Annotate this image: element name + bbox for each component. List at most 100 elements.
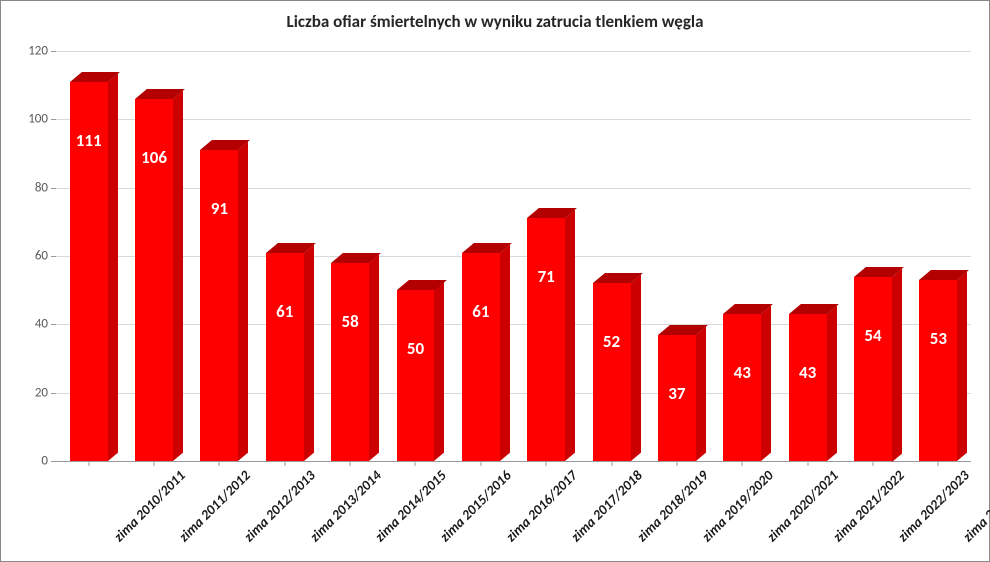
x-label-slot: zima 2023/2024 bbox=[906, 461, 971, 561]
x-label-slot: zima 2021/2022 bbox=[775, 461, 840, 561]
gridline bbox=[56, 51, 971, 52]
x-tick-mark bbox=[284, 461, 285, 466]
bar-value-label: 37 bbox=[658, 383, 696, 404]
bar: 52 bbox=[593, 283, 631, 461]
x-tick-mark bbox=[480, 461, 481, 466]
y-tick-mark bbox=[51, 324, 56, 325]
x-tick-mark bbox=[807, 461, 808, 466]
bar: 91 bbox=[200, 150, 238, 461]
bar: 106 bbox=[135, 99, 173, 461]
x-tick-mark bbox=[546, 461, 547, 466]
x-label-slot: zima 2019/2020 bbox=[644, 461, 709, 561]
bar-front-face bbox=[266, 253, 304, 461]
y-tick-label: 100 bbox=[8, 112, 48, 127]
bar-front-face bbox=[462, 253, 500, 461]
bar-side-face bbox=[238, 142, 248, 461]
bar-value-label: 91 bbox=[200, 198, 238, 219]
y-tick-mark bbox=[51, 188, 56, 189]
bar-value-label: 111 bbox=[70, 130, 108, 151]
x-label-slot: zima 2017/2018 bbox=[514, 461, 579, 561]
bar-side-face bbox=[173, 90, 183, 461]
bar: 37 bbox=[658, 335, 696, 461]
bar-front-face bbox=[331, 263, 369, 461]
x-label-slot: zima 2015/2016 bbox=[383, 461, 448, 561]
bar: 43 bbox=[723, 314, 761, 461]
bar-side-face bbox=[500, 244, 510, 461]
bar-front-face bbox=[723, 314, 761, 461]
bar-front-face bbox=[397, 290, 435, 461]
x-label-slot: zima 2010/2011 bbox=[56, 461, 121, 561]
x-label-slot: zima 2022/2023 bbox=[840, 461, 905, 561]
bar-side-face bbox=[892, 268, 902, 461]
bar-front-face bbox=[527, 218, 565, 461]
x-tick-mark bbox=[415, 461, 416, 466]
x-tick-mark bbox=[938, 461, 939, 466]
plot-area: 111106916158506171523743435453 020406080… bbox=[56, 51, 971, 462]
x-axis-labels: zima 2010/2011zima 2011/2012zima 2012/20… bbox=[56, 461, 971, 561]
x-label-slot: zima 2014/2015 bbox=[317, 461, 382, 561]
y-tick-mark bbox=[51, 256, 56, 257]
x-tick-mark bbox=[611, 461, 612, 466]
y-tick-label: 20 bbox=[8, 385, 48, 400]
bar-value-label: 53 bbox=[919, 328, 957, 349]
x-tick-mark bbox=[872, 461, 873, 466]
bar-front-face bbox=[789, 314, 827, 461]
y-tick-label: 120 bbox=[8, 44, 48, 59]
bar-value-label: 50 bbox=[397, 338, 435, 359]
x-label-slot: zima 2011/2012 bbox=[121, 461, 186, 561]
x-tick-mark bbox=[219, 461, 220, 466]
bar-side-face bbox=[108, 73, 118, 461]
x-tick-mark bbox=[88, 461, 89, 466]
bar: 58 bbox=[331, 263, 369, 461]
bar-value-label: 43 bbox=[723, 362, 761, 383]
x-label-slot: zima 2020/2021 bbox=[710, 461, 775, 561]
x-label-slot: zima 2012/2013 bbox=[187, 461, 252, 561]
bar-side-face bbox=[696, 326, 706, 461]
bar-side-face bbox=[304, 244, 314, 461]
bar: 43 bbox=[789, 314, 827, 461]
y-tick-mark bbox=[51, 393, 56, 394]
bar: 61 bbox=[462, 253, 500, 461]
y-tick-label: 40 bbox=[8, 317, 48, 332]
bar-side-face bbox=[369, 254, 379, 461]
bar-side-face bbox=[957, 272, 967, 461]
bar-side-face bbox=[565, 210, 575, 461]
chart-frame: Liczba ofiar śmiertelnych w wyniku zatru… bbox=[0, 0, 990, 562]
gridline bbox=[56, 188, 971, 189]
y-tick-label: 80 bbox=[8, 180, 48, 195]
y-tick-mark bbox=[51, 51, 56, 52]
bar-value-label: 71 bbox=[527, 266, 565, 287]
x-tick-mark bbox=[154, 461, 155, 466]
gridline bbox=[56, 119, 971, 120]
x-tick-mark bbox=[676, 461, 677, 466]
bar-value-label: 58 bbox=[331, 311, 369, 332]
bar-side-face bbox=[631, 275, 641, 461]
x-label-slot: zima 2016/2017 bbox=[448, 461, 513, 561]
bar-value-label: 61 bbox=[266, 301, 304, 322]
bar-side-face bbox=[827, 306, 837, 461]
y-tick-mark bbox=[51, 119, 56, 120]
bar: 61 bbox=[266, 253, 304, 461]
x-tick-label: zima 2023/2024 bbox=[960, 467, 990, 545]
x-tick-mark bbox=[350, 461, 351, 466]
bar-front-face bbox=[593, 283, 631, 461]
chart-title: Liczba ofiar śmiertelnych w wyniku zatru… bbox=[1, 11, 989, 32]
bar-value-label: 106 bbox=[135, 147, 173, 168]
bar-value-label: 54 bbox=[854, 325, 892, 346]
bar-front-face bbox=[919, 280, 957, 461]
y-tick-label: 60 bbox=[8, 249, 48, 264]
bar-side-face bbox=[434, 282, 444, 461]
bar-value-label: 61 bbox=[462, 301, 500, 322]
bar-front-face bbox=[200, 150, 238, 461]
bar: 53 bbox=[919, 280, 957, 461]
gridline bbox=[56, 256, 971, 257]
bar-front-face bbox=[854, 277, 892, 462]
bar: 54 bbox=[854, 277, 892, 462]
bar-value-label: 43 bbox=[789, 362, 827, 383]
x-label-slot: zima 2018/2019 bbox=[579, 461, 644, 561]
y-tick-label: 0 bbox=[8, 454, 48, 469]
bar: 111 bbox=[70, 82, 108, 461]
x-tick-mark bbox=[742, 461, 743, 466]
bar-value-label: 52 bbox=[593, 331, 631, 352]
bar: 50 bbox=[397, 290, 435, 461]
